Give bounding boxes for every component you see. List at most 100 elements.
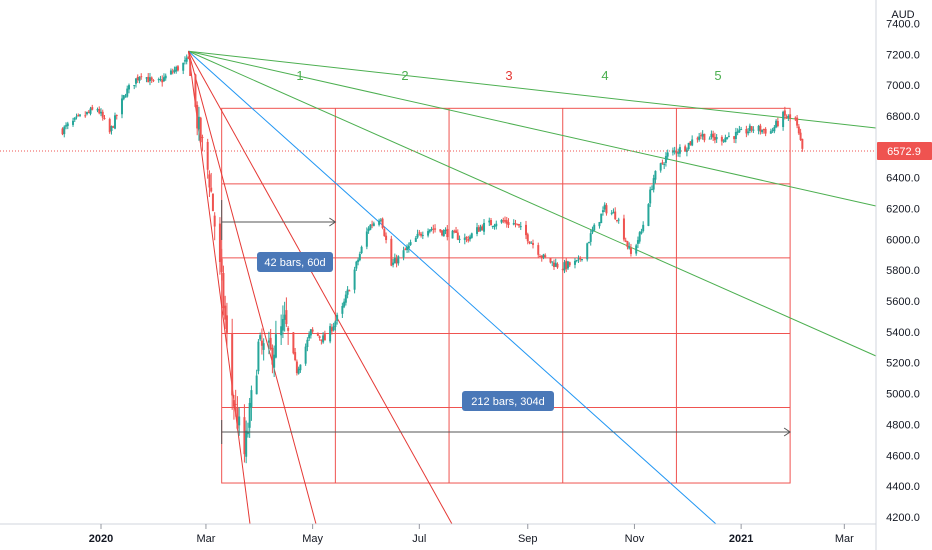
candle-body xyxy=(568,262,571,266)
candle-body xyxy=(283,314,286,320)
range-60d-arrow-head xyxy=(329,217,337,227)
candle-body xyxy=(115,115,118,117)
candle-body xyxy=(481,226,484,231)
candle-body xyxy=(404,248,407,251)
candle-body xyxy=(708,138,711,140)
candle-body xyxy=(245,430,248,457)
range-304d-pill xyxy=(462,391,554,411)
y-tick-label: 4600.0 xyxy=(886,450,920,462)
candle-body xyxy=(329,326,332,342)
price-axis[interactable]: AUD 7400.07200.07000.06800.06600.06400.0… xyxy=(875,0,932,550)
y-tick-label: 7000.0 xyxy=(886,80,920,92)
range-annotations[interactable]: 42 bars, 60d 212 bars, 304d xyxy=(221,200,792,444)
candle-body xyxy=(269,337,272,350)
candle-body xyxy=(748,125,751,131)
candle-body xyxy=(528,241,531,243)
y-tick-label: 6800.0 xyxy=(886,111,920,123)
candle-body xyxy=(134,78,137,84)
last-price-value: 6572.9 xyxy=(887,146,921,158)
fan-level-label: 1 xyxy=(296,68,303,83)
range-304d-text: 212 bars, 304d xyxy=(471,396,544,408)
candle-body xyxy=(210,187,213,192)
candle-body xyxy=(353,269,356,290)
candle-body xyxy=(147,76,150,83)
candle-body xyxy=(551,261,554,263)
candle-body xyxy=(434,228,437,230)
candle-body xyxy=(418,232,421,234)
candle-body xyxy=(593,224,596,231)
candle-body xyxy=(218,223,221,263)
candle-body xyxy=(615,220,618,222)
candle-body xyxy=(199,117,202,143)
candle-body xyxy=(295,361,298,374)
fan-level-label: 2 xyxy=(401,68,408,83)
candle-body xyxy=(476,227,479,234)
candle-body xyxy=(673,150,676,152)
candle-body xyxy=(416,233,419,238)
candle-body xyxy=(612,212,615,214)
candle-body xyxy=(724,137,727,143)
candle-body xyxy=(355,261,358,269)
candle-body xyxy=(491,225,494,227)
candle-body xyxy=(220,258,223,272)
candle-body xyxy=(257,341,260,372)
candle-body xyxy=(182,62,185,71)
candle-body xyxy=(759,125,762,132)
candle-body xyxy=(430,229,433,231)
y-tick-label: 4400.0 xyxy=(886,481,920,493)
candle-body xyxy=(610,212,613,214)
candle-body xyxy=(341,306,344,314)
candle-body xyxy=(383,228,386,236)
candle-body xyxy=(701,133,704,137)
candle-body xyxy=(775,120,778,128)
candle-body xyxy=(428,229,431,232)
candle-body xyxy=(406,246,409,251)
gann-box[interactable] xyxy=(221,107,791,484)
candle-body xyxy=(442,230,445,237)
candle-body xyxy=(112,126,115,128)
candle-body xyxy=(421,234,424,236)
candle-body xyxy=(603,204,606,210)
gann-fan[interactable]: 1 2 3 4 5 xyxy=(187,50,877,525)
fan-line xyxy=(188,50,877,207)
candle-body xyxy=(554,262,557,267)
candle-body xyxy=(587,242,590,244)
candle-body xyxy=(304,346,307,364)
candle-body xyxy=(605,205,608,214)
candle-body xyxy=(381,218,384,228)
range-304d-arrow-head xyxy=(783,427,792,437)
candle-body xyxy=(661,162,664,164)
candle-body xyxy=(323,334,326,341)
candle-body xyxy=(100,111,102,114)
candle-body xyxy=(456,232,459,240)
candle-body xyxy=(148,77,151,82)
candle-body xyxy=(271,347,274,365)
candle-body xyxy=(309,329,312,336)
candle-body xyxy=(563,262,566,271)
candle-body xyxy=(787,115,790,118)
candle-body xyxy=(336,314,339,321)
candle-body xyxy=(96,109,99,111)
candle-body xyxy=(736,131,739,133)
candle-body xyxy=(649,189,652,204)
candle-body xyxy=(84,115,87,117)
candle-body xyxy=(493,225,496,227)
candle-body xyxy=(175,66,178,72)
candle-body xyxy=(666,152,669,157)
candle-body xyxy=(136,76,139,80)
candle-body xyxy=(224,305,227,320)
candle-body xyxy=(530,242,533,244)
candle-body xyxy=(789,114,792,119)
candle-body xyxy=(654,170,657,180)
candle-body xyxy=(577,258,580,260)
candle-body xyxy=(79,114,82,116)
candle-body xyxy=(652,178,655,190)
candle-body xyxy=(469,236,472,240)
candle-body xyxy=(343,301,346,307)
candle-body xyxy=(659,163,662,171)
candle-body xyxy=(636,240,639,244)
candle-body xyxy=(138,77,141,81)
time-axis[interactable]: 2020 Mar May Jul Sep Nov 2021 Mar xyxy=(0,523,876,545)
candle-body xyxy=(796,117,799,126)
